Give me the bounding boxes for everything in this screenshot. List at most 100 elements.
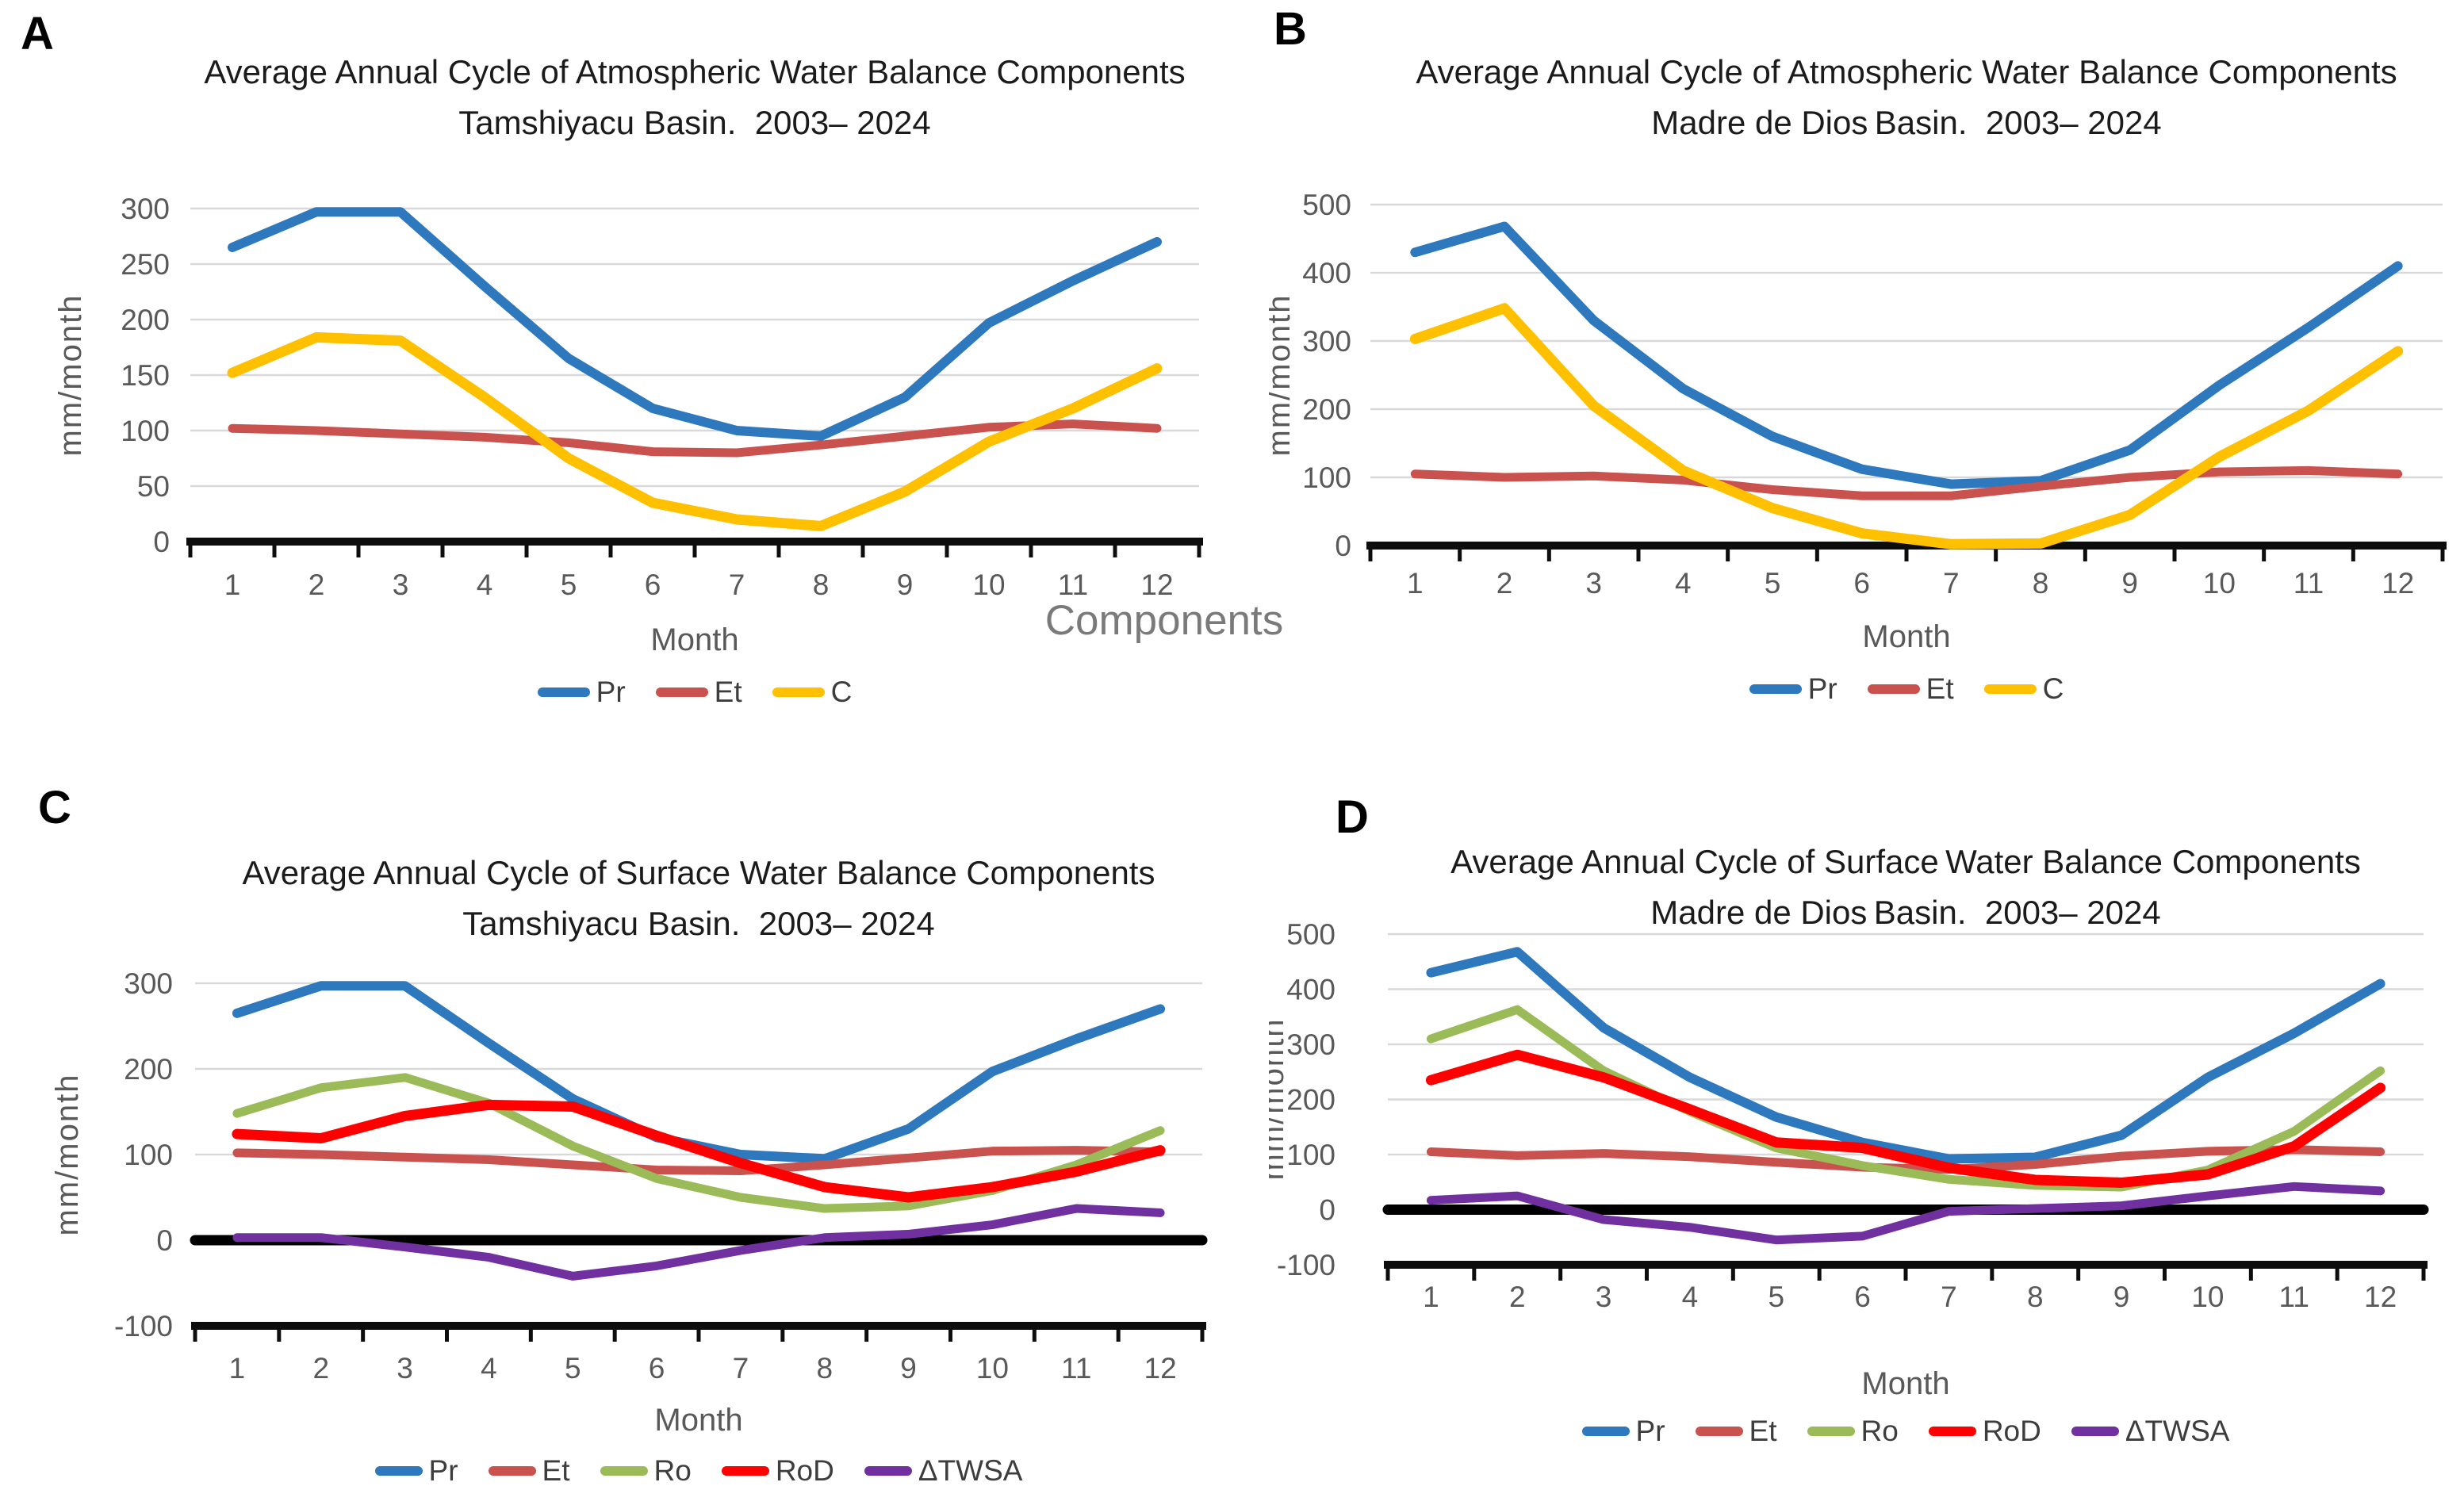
x-tick-label: 3: [397, 1352, 413, 1385]
legend-swatch-et: [1867, 684, 1920, 694]
x-tick-label: 10: [972, 569, 1005, 601]
legend-item-et: Et: [1695, 1415, 1777, 1448]
legend-swatch-c: [772, 687, 825, 697]
chart-subtitle-a: Tamshiyacu Basin. 2003– 2024: [458, 104, 931, 141]
legend-label-et: Et: [714, 676, 742, 708]
legend-swatch-et: [488, 1466, 536, 1476]
x-tick-label: 5: [565, 1352, 581, 1385]
y-tick-label: 100: [124, 1139, 173, 1171]
legend-swatch-twsa: [864, 1466, 912, 1476]
y-tick-label: 0: [153, 526, 170, 558]
y-tick-label: 500: [1286, 918, 1335, 951]
legend-label-rod: RoD: [1982, 1415, 2041, 1447]
series-line-et: [232, 1146, 1165, 1176]
y-tick-label: 250: [121, 248, 170, 281]
x-tick-label: 12: [2364, 1281, 2397, 1313]
series-line-c: [1409, 303, 2404, 550]
x-tick-label: 9: [897, 569, 914, 601]
legend-label-pr: Pr: [1807, 672, 1837, 705]
legend-swatch-c: [1983, 684, 2037, 694]
x-tick-label: 12: [1144, 1352, 1177, 1385]
legend-label-c: C: [2042, 672, 2064, 705]
legend-label-et: Et: [1749, 1415, 1777, 1447]
x-tick-label: 3: [1585, 567, 1602, 599]
legend-label-pr: Pr: [428, 1454, 458, 1486]
x-tick-label: 11: [2293, 567, 2324, 599]
legend-item-rod: RoD: [721, 1454, 834, 1486]
series-line-et: [228, 419, 1162, 458]
x-tick-label: 11: [1061, 1352, 1091, 1385]
panel-label-c: C: [38, 782, 71, 833]
x-tick-label: 7: [1941, 1281, 1957, 1313]
legend-swatch-twsa: [2071, 1427, 2119, 1436]
x-tick-label: 6: [1854, 1281, 1871, 1313]
x-tick-label: 3: [1596, 1281, 1612, 1313]
legend-label-pr: Pr: [1635, 1415, 1665, 1447]
legend-swatch-rod: [1928, 1427, 1976, 1436]
legend-label-twsa: ΔTWSA: [2125, 1415, 2230, 1447]
legend-item-et: Et: [488, 1454, 570, 1486]
legend-swatch-et: [1695, 1427, 1743, 1436]
y-tick-label: 50: [137, 470, 170, 503]
x-tick-label: 2: [312, 1352, 329, 1385]
y-axis-title: mm/month: [50, 1074, 85, 1236]
legend-item-c: C: [1983, 672, 2064, 706]
legend-item-pr: Pr: [1581, 1415, 1665, 1448]
x-tick-label: 1: [224, 569, 241, 601]
x-tick-label: 3: [393, 569, 409, 601]
series-line-c: [227, 331, 1163, 531]
legend-item-twsa: ΔTWSA: [864, 1454, 1023, 1486]
legend-label-ro: Ro: [1860, 1415, 1899, 1447]
x-tick-label: 7: [729, 569, 745, 601]
series-line-rod: [232, 1099, 1166, 1203]
x-tick-label: 6: [645, 569, 661, 601]
legend-item-ro: Ro: [600, 1454, 692, 1486]
y-tick-label: 300: [1286, 1028, 1335, 1061]
y-tick-label: 200: [1302, 393, 1351, 426]
y-tick-label: 100: [1286, 1139, 1335, 1171]
y-tick-label: 200: [1286, 1084, 1335, 1116]
legend-item-ro: Ro: [1807, 1415, 1899, 1448]
chart-legend-b: Pr Et C: [1370, 672, 2443, 706]
x-tick-label: 2: [308, 569, 325, 601]
x-axis-title: Month: [1861, 1366, 1949, 1401]
x-tick-label: 10: [2191, 1281, 2224, 1313]
legend-swatch-pr: [374, 1466, 423, 1476]
legend-label-pr: Pr: [596, 676, 626, 708]
x-tick-label: 7: [1943, 567, 1960, 599]
x-axis-title: Month: [1862, 619, 1950, 654]
x-tick-label: 8: [816, 1352, 833, 1385]
y-tick-label: 100: [121, 415, 170, 447]
chart-subtitle-c: Tamshiyacu Basin. 2003– 2024: [462, 905, 935, 942]
x-tick-label: 12: [1140, 569, 1173, 601]
x-tick-label: 8: [2033, 567, 2049, 599]
series-line-pr: [228, 207, 1162, 441]
legend-swatch-rod: [721, 1466, 769, 1476]
legend-swatch-pr: [1581, 1427, 1630, 1436]
x-tick-label: 7: [733, 1352, 749, 1385]
y-tick-label: 200: [121, 304, 170, 336]
x-tick-label: 9: [2121, 567, 2138, 599]
legend-item-et: Et: [1867, 672, 1954, 706]
y-tick-label: 100: [1302, 462, 1351, 494]
panel-label-d: D: [1335, 791, 1369, 843]
y-tick-label: 300: [124, 967, 173, 1000]
series-line-ro: [1426, 1005, 2385, 1192]
y-tick-label: -100: [114, 1310, 173, 1342]
legend-label-rod: RoD: [775, 1454, 834, 1486]
x-axis-title: Month: [650, 622, 738, 657]
legend-swatch-ro: [1807, 1427, 1855, 1436]
series-line-pr: [1410, 221, 2403, 489]
x-tick-label: 4: [1675, 567, 1692, 599]
chart-title-d: Average Annual Cycle of Surface Water Ba…: [1450, 843, 2361, 880]
x-tick-label: 6: [649, 1352, 665, 1385]
legend-label-twsa: ΔTWSA: [918, 1454, 1023, 1486]
x-axis-title: Month: [654, 1403, 742, 1438]
series-line-pr: [232, 981, 1166, 1164]
series-line-pr: [1426, 947, 2385, 1164]
x-tick-label: 8: [813, 569, 830, 601]
y-tick-label: -100: [1277, 1249, 1335, 1281]
